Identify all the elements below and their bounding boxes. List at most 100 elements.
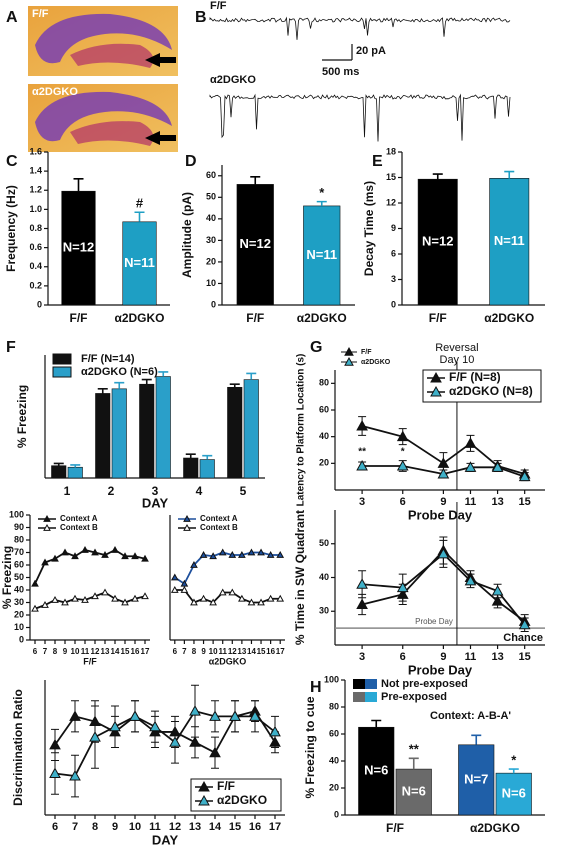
series-line (361, 425, 525, 475)
annotation: Day 10 (440, 354, 475, 366)
panel-label: F (6, 339, 16, 356)
error-bar (250, 176, 261, 185)
legend-marker (344, 346, 354, 356)
bar-label: N=11 (124, 255, 155, 270)
legend-label: Context A (60, 514, 98, 523)
chart-caption: F/F (83, 656, 97, 666)
bar (236, 184, 274, 306)
marker (209, 598, 217, 606)
marker (437, 457, 450, 468)
x-tick-label: 6 (33, 647, 38, 656)
y-tick-label: 60 (319, 404, 329, 414)
bar (395, 768, 432, 816)
series-line (54, 710, 276, 778)
legend-label: Context A (200, 514, 238, 523)
x-tick-label: α2DGKO (297, 311, 347, 325)
marker (61, 598, 69, 606)
image-label: F/F (32, 8, 49, 20)
panel-label: H (310, 679, 322, 696)
x-tick-label: 6 (400, 496, 406, 508)
error-bar (158, 371, 169, 377)
marker (129, 710, 141, 721)
y-tick-label: 70 (14, 547, 24, 557)
x-tick-label: 10 (129, 821, 141, 833)
x-tick-label: 12 (91, 647, 100, 656)
marker (396, 430, 409, 442)
note: Probe Day (415, 617, 453, 626)
x-tick-label: 15 (121, 647, 130, 656)
bar (155, 376, 171, 479)
marker (228, 550, 237, 558)
legend-marker (430, 385, 442, 397)
y-tick-label: 80 (329, 701, 339, 711)
x-tick-label: 11 (465, 496, 477, 508)
marker (238, 594, 246, 602)
y-tick-label: 3 (391, 274, 396, 284)
x-tick-label: 13 (237, 647, 246, 656)
bar (243, 379, 259, 479)
marker (111, 594, 119, 602)
scale-label: 500 ms (322, 66, 359, 78)
y-tick-label: 20 (319, 458, 329, 468)
y-tick-label: 40 (206, 213, 216, 223)
y-axis-label: Frequency (Hz) (4, 185, 18, 272)
marker (169, 736, 181, 747)
x-tick-label: 3 (359, 651, 365, 663)
error-bar (141, 378, 152, 385)
series-line (34, 548, 146, 585)
y-tick-label: 30 (319, 606, 329, 616)
y-tick-label: 100 (324, 674, 339, 684)
arrow (145, 131, 176, 145)
x-tick-label: 9 (201, 647, 206, 656)
y-tick-label: 1.0 (29, 204, 42, 214)
marker (49, 738, 61, 750)
image-region (70, 121, 154, 146)
bar-label: N=7 (464, 771, 488, 786)
y-tick-label: 90 (14, 522, 24, 532)
marker (464, 461, 477, 472)
x-tick-label: 11 (218, 647, 227, 656)
x-axis-label: DAY (142, 495, 169, 510)
series-line (174, 589, 281, 604)
legend-label: α2DGKO (N=8) (449, 384, 533, 398)
series-line (54, 710, 276, 754)
marker (228, 588, 237, 596)
y-tick-label: 0.8 (29, 223, 42, 233)
marker (356, 419, 368, 431)
legend-label: α2DGKO (N=6) (81, 366, 158, 378)
y-axis-label: % Freezing (0, 546, 14, 609)
marker (199, 550, 208, 558)
y-tick-label: 30 (14, 597, 24, 607)
significance: * (401, 447, 405, 458)
x-axis-label: Probe Day (408, 662, 473, 677)
y-tick-label: 0 (19, 634, 24, 644)
marker (247, 548, 256, 556)
marker (111, 545, 119, 553)
bar-label: N=6 (364, 763, 388, 778)
marker (69, 710, 81, 721)
legend-marker (198, 794, 210, 806)
marker (247, 598, 256, 606)
y-tick-label: 0.6 (29, 242, 42, 252)
panel-label: A (6, 9, 18, 26)
marker (190, 598, 198, 606)
bar-label: N=12 (240, 236, 271, 251)
x-axis-label: Probe Day (408, 507, 473, 522)
bar-label: N=11 (494, 233, 525, 248)
y-tick-label: 100 (9, 509, 24, 519)
marker (109, 720, 121, 732)
marker (491, 595, 504, 606)
x-tick-label: 13 (491, 651, 503, 663)
marker (69, 770, 81, 781)
y-tick-label: 10 (206, 278, 216, 288)
marker (356, 598, 368, 609)
error-bar (97, 388, 108, 394)
marker (491, 584, 504, 596)
x-tick-label: 13 (189, 821, 201, 833)
arrow (145, 53, 176, 67)
legend-label: α2DGKO (217, 793, 267, 807)
panel-label: D (185, 153, 197, 170)
legend-swatch (365, 692, 377, 702)
marker (356, 459, 368, 471)
error-bar (73, 177, 84, 192)
